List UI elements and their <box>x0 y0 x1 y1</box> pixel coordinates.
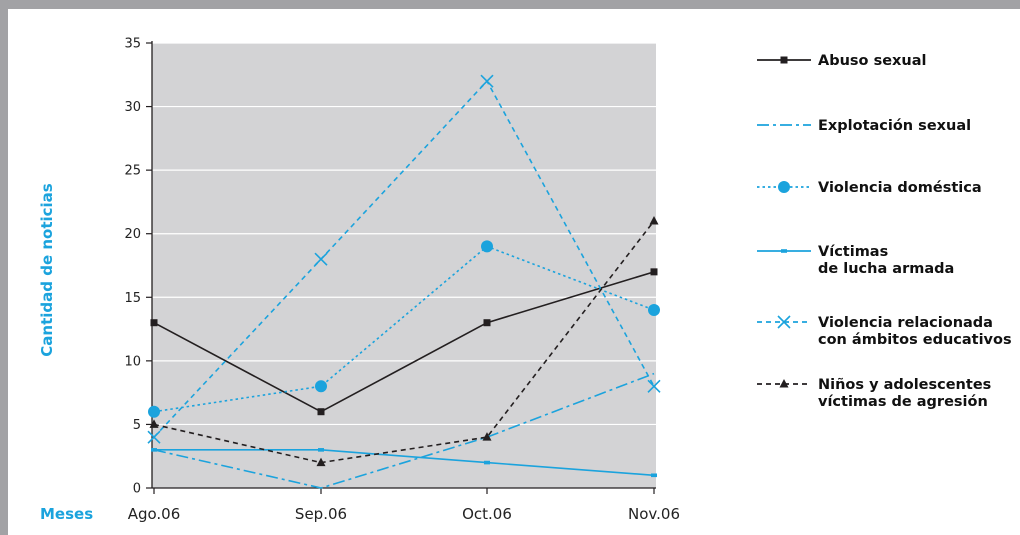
plot-area <box>152 43 656 488</box>
y-tick-label: 0 <box>133 482 141 497</box>
x-tick-label: Oct.06 <box>462 505 512 523</box>
y-tick-label: 25 <box>124 164 141 179</box>
data-point <box>484 460 490 465</box>
y-axis-title: Cantidad de noticias <box>38 183 56 357</box>
series-line <box>153 245 655 413</box>
legend-label: Niños y adolescentes <box>818 377 991 393</box>
series-3 <box>148 240 660 418</box>
series-1 <box>150 268 658 416</box>
legend-label: Explotación sexual <box>818 118 971 134</box>
data-point <box>147 430 161 444</box>
y-tick-label: 10 <box>124 354 141 369</box>
legend-label: Violencia relacionada <box>818 315 993 331</box>
legend-swatch-marker <box>777 315 791 329</box>
legend-swatch-marker <box>781 249 787 253</box>
data-point <box>651 473 657 478</box>
series-2 <box>153 372 655 489</box>
x-tick-label: Ago.06 <box>128 505 181 523</box>
series-line <box>153 372 655 489</box>
data-point <box>650 268 658 276</box>
legend-swatch-marker <box>778 181 790 193</box>
data-point <box>648 304 660 316</box>
x-axis-title: Meses <box>40 505 93 523</box>
series-4 <box>151 448 657 478</box>
y-tick-label: 30 <box>124 100 141 115</box>
legend-label: Abuso sexual <box>818 53 926 69</box>
legend-label: Violencia doméstica <box>818 180 982 196</box>
data-point <box>314 252 328 266</box>
data-point <box>151 448 157 452</box>
data-point <box>315 380 327 393</box>
frame-top-bar <box>0 0 1020 9</box>
y-tick-label: 35 <box>124 37 141 52</box>
data-point <box>148 405 160 418</box>
legend-swatch-marker <box>780 56 788 64</box>
x-tick-label: Sep.06 <box>295 505 347 523</box>
legend-item-2: Explotación sexual <box>757 118 971 134</box>
series-6 <box>149 216 659 467</box>
data-point <box>150 319 158 327</box>
legend-item-3: Violencia doméstica <box>757 180 982 196</box>
data-point <box>149 419 159 428</box>
legend-label: de lucha armada <box>818 261 954 277</box>
series-line <box>153 220 655 464</box>
data-point <box>316 457 326 467</box>
legend-item-1: Abuso sexual <box>757 53 926 69</box>
data-point <box>483 319 491 327</box>
y-tick-label: 5 <box>133 418 141 433</box>
series-line <box>154 449 655 477</box>
data-point <box>480 74 494 88</box>
legend-label: con ámbitos educativos <box>818 332 1012 348</box>
legend-label: Víctimas <box>818 244 888 260</box>
y-tick-label: 20 <box>124 227 141 242</box>
data-point <box>482 432 492 441</box>
series-line <box>153 271 655 413</box>
y-tick-label: 15 <box>124 291 141 306</box>
legend-label: víctimas de agresión <box>818 394 988 410</box>
legend-swatch-marker <box>779 379 789 388</box>
data-point <box>481 240 493 253</box>
series-5 <box>147 74 661 444</box>
data-point <box>647 379 661 393</box>
series-line <box>153 80 655 438</box>
x-tick-label: Nov.06 <box>628 505 680 523</box>
data-point <box>317 408 325 416</box>
data-point <box>318 448 324 452</box>
data-point <box>649 216 659 225</box>
frame-left-bar <box>0 0 8 535</box>
